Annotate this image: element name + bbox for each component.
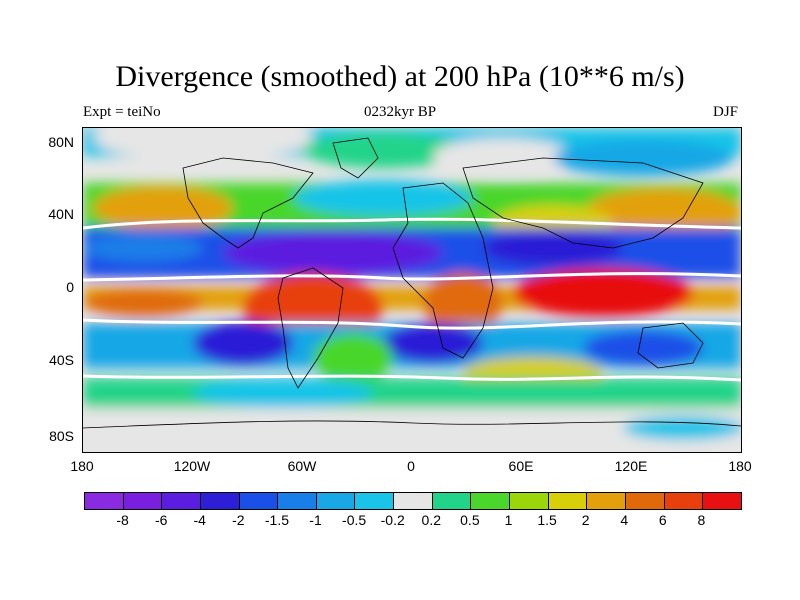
colorbar-tick-label: -2: [232, 512, 245, 528]
colorbar: [84, 492, 742, 510]
colorbar-swatch: [85, 493, 124, 509]
colorbar-swatch: [200, 493, 240, 509]
colorbar-swatch: [316, 493, 356, 509]
colorbar-swatch: [587, 493, 626, 509]
lon-label-180e: 180: [728, 458, 752, 474]
colorbar-swatch: [664, 493, 704, 509]
colorbar-tick-label: -1: [309, 512, 322, 528]
colorbar-swatch: [278, 493, 317, 509]
colorbar-swatch: [432, 493, 472, 509]
colorbar-tick-label: 2: [581, 512, 590, 528]
colorbar-tick-label: 0.5: [460, 512, 480, 528]
experiment-label: Expt = teiNo: [83, 104, 161, 120]
lon-label-120w: 120W: [173, 458, 211, 474]
colorbar-swatch: [394, 493, 433, 509]
lon-label-180w: 180: [70, 458, 94, 474]
lat-label-0: 0: [66, 279, 74, 295]
colorbar-tick-label: 1.5: [537, 512, 557, 528]
lat-label-80s: 80S: [49, 428, 74, 444]
lat-label-80n: 80N: [48, 134, 74, 150]
colorbar-tick-label: 8: [697, 512, 706, 528]
colorbar-swatch: [548, 493, 588, 509]
colorbar-tick-label: -6: [154, 512, 168, 528]
colorbar-tick-label: -0.5: [342, 512, 367, 528]
map-panel: [82, 127, 742, 453]
colorbar-swatch: [239, 493, 279, 509]
colorbar-tick-label: -8: [116, 512, 129, 528]
divergence-field-map: [83, 128, 741, 452]
time-label: 0232kyr BP: [363, 104, 437, 120]
colorbar-tick-label: 1: [504, 512, 513, 528]
colorbar-swatch: [471, 493, 511, 509]
colorbar-swatch: [123, 493, 163, 509]
lon-label-0: 0: [407, 458, 415, 474]
colorbar-tick-label: 6: [658, 512, 667, 528]
colorbar-swatch: [162, 493, 201, 509]
lat-label-40s: 40S: [49, 352, 74, 368]
lon-label-60e: 60E: [508, 458, 534, 474]
plot-title: Divergence (smoothed) at 200 hPa (10**6 …: [115, 60, 685, 93]
lon-label-120e: 120E: [614, 458, 648, 474]
lat-label-40n: 40N: [48, 206, 74, 222]
colorbar-swatch: [510, 493, 549, 509]
zero-contours: [83, 217, 741, 382]
coastlines: [83, 137, 741, 429]
colorbar-tick-label: -1.5: [264, 512, 289, 528]
lon-label-60w: 60W: [287, 458, 317, 474]
colorbar-tick-label: -0.2: [380, 512, 405, 528]
season-label: DJF: [712, 104, 738, 120]
colorbar-swatch: [355, 493, 395, 509]
colorbar-swatch: [625, 493, 665, 509]
colorbar-tick-label: 0.2: [421, 512, 442, 528]
field-shading: [83, 128, 741, 452]
colorbar-tick-label: 4: [620, 512, 629, 528]
colorbar-tick-label: -4: [193, 512, 206, 528]
colorbar-swatch: [703, 493, 741, 509]
